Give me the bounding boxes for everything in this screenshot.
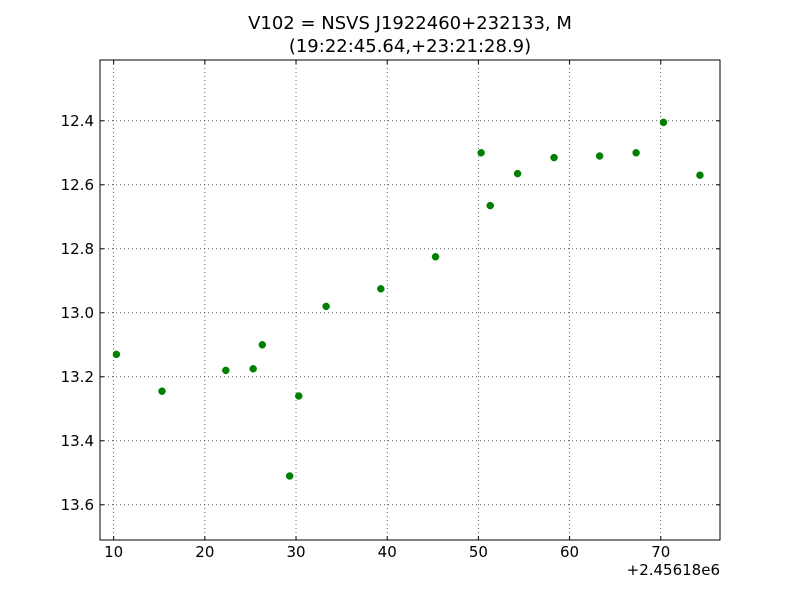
x-axis-offset-label: +2.45618e6 — [627, 561, 720, 579]
x-tick-label: 60 — [560, 543, 579, 561]
x-axis-ticks: 10 20 30 40 50 60 70 — [104, 60, 670, 561]
y-tick-label: 12.6 — [61, 176, 94, 194]
y-tick-label: 13.4 — [61, 432, 94, 450]
grid-lines — [100, 60, 720, 540]
data-point — [295, 392, 303, 400]
data-point — [486, 201, 494, 210]
y-tick-label: 12.4 — [61, 112, 94, 130]
y-tick-label: 12.8 — [61, 240, 94, 258]
data-point — [513, 169, 522, 178]
data-point — [550, 153, 558, 162]
plot-area-frame — [99, 59, 721, 541]
x-tick-label: 30 — [286, 543, 305, 561]
x-tick-label: 20 — [195, 543, 214, 561]
data-point — [258, 341, 267, 349]
x-tick-label: 50 — [469, 543, 488, 561]
data-point — [377, 285, 385, 293]
data-point — [285, 472, 294, 480]
data-point — [222, 366, 230, 375]
data-point — [659, 118, 668, 127]
x-tick-label: 10 — [104, 543, 123, 561]
data-point — [112, 350, 121, 359]
data-point — [477, 149, 485, 157]
chart-title: V102 = NSVS J1922460+232133, M — [248, 13, 572, 34]
data-point — [696, 171, 704, 179]
y-tick-label: 13.2 — [61, 368, 94, 386]
y-axis-ticks: 12.4 12.6 12.8 13.0 13.2 13.4 13.6 — [61, 112, 720, 514]
y-tick-label: 13.0 — [61, 304, 94, 322]
chart-subtitle: (19:22:45.64,+23:21:28.9) — [289, 36, 531, 57]
data-point — [158, 387, 166, 395]
x-tick-label: 40 — [378, 543, 397, 561]
data-point — [431, 253, 440, 261]
x-tick-label: 70 — [651, 543, 670, 561]
data-point — [322, 302, 330, 311]
data-point — [632, 149, 640, 157]
y-tick-label: 13.6 — [61, 496, 94, 514]
data-points — [112, 118, 704, 480]
data-point — [249, 365, 257, 373]
data-point — [595, 152, 604, 160]
